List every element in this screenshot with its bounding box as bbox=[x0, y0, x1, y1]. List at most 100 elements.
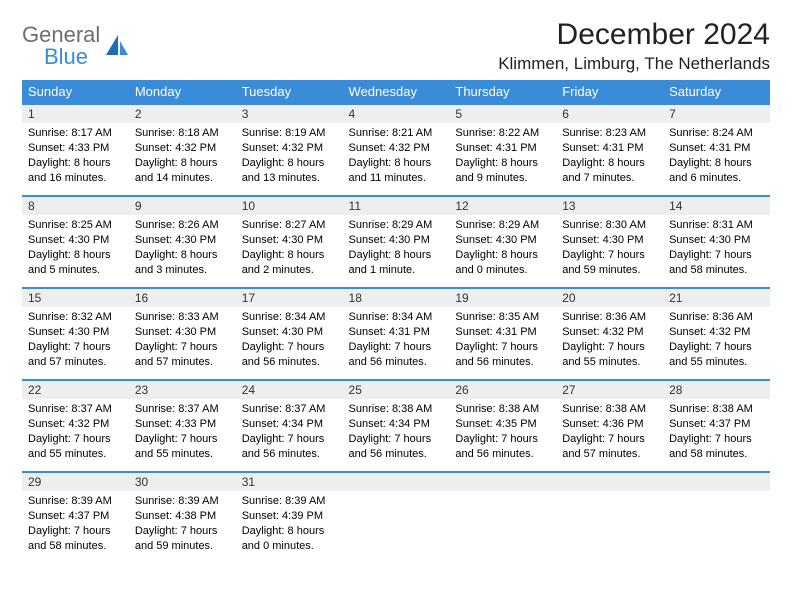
daylight-text: Daylight: 8 hours and 11 minutes. bbox=[349, 156, 444, 186]
day-body bbox=[343, 491, 450, 500]
sunrise-text: Sunrise: 8:31 AM bbox=[669, 218, 764, 233]
calendar-day-cell bbox=[556, 472, 663, 564]
calendar-day-cell: 28Sunrise: 8:38 AMSunset: 4:37 PMDayligh… bbox=[663, 380, 770, 472]
calendar-day-cell: 29 Sunrise: 8:39 AMSunset: 4:37 PMDayligh… bbox=[22, 472, 129, 564]
day-body: Sunrise: 8:38 AMSunset: 4:35 PMDaylight:… bbox=[449, 399, 556, 467]
day-number: 29 bbox=[22, 473, 129, 491]
sunset-text: Sunset: 4:37 PM bbox=[28, 509, 123, 524]
day-body: Sunrise: 8:35 AMSunset: 4:31 PMDaylight:… bbox=[449, 307, 556, 375]
daylight-text: Daylight: 7 hours and 56 minutes. bbox=[242, 340, 337, 370]
sail-icon bbox=[104, 33, 130, 59]
day-body: Sunrise: 8:33 AMSunset: 4:30 PMDaylight:… bbox=[129, 307, 236, 375]
calendar-day-cell: 18Sunrise: 8:34 AMSunset: 4:31 PMDayligh… bbox=[343, 288, 450, 380]
sunrise-text: Sunrise: 8:19 AM bbox=[242, 126, 337, 141]
sunset-text: Sunset: 4:30 PM bbox=[242, 325, 337, 340]
day-body: Sunrise: 8:30 AMSunset: 4:30 PMDaylight:… bbox=[556, 215, 663, 283]
sunrise-text: Sunrise: 8:36 AM bbox=[669, 310, 764, 325]
day-body: Sunrise: 8:39 AMSunset: 4:38 PMDaylight:… bbox=[129, 491, 236, 559]
day-body: Sunrise: 8:37 AMSunset: 4:33 PMDaylight:… bbox=[129, 399, 236, 467]
calendar-day-cell: 24Sunrise: 8:37 AMSunset: 4:34 PMDayligh… bbox=[236, 380, 343, 472]
day-body: Sunrise: 8:38 AMSunset: 4:36 PMDaylight:… bbox=[556, 399, 663, 467]
daylight-text: Daylight: 7 hours and 57 minutes. bbox=[135, 340, 230, 370]
day-body: Sunrise: 8:36 AMSunset: 4:32 PMDaylight:… bbox=[663, 307, 770, 375]
sunrise-text: Sunrise: 8:24 AM bbox=[669, 126, 764, 141]
sunrise-text: Sunrise: 8:27 AM bbox=[242, 218, 337, 233]
weekday-header: Saturday bbox=[663, 80, 770, 104]
calendar-week-row: 8Sunrise: 8:25 AMSunset: 4:30 PMDaylight… bbox=[22, 196, 770, 288]
sunrise-text: Sunrise: 8:39 AM bbox=[28, 494, 123, 509]
sunset-text: Sunset: 4:30 PM bbox=[28, 325, 123, 340]
sunset-text: Sunset: 4:34 PM bbox=[349, 417, 444, 432]
day-number: 21 bbox=[663, 289, 770, 307]
daylight-text: Daylight: 7 hours and 56 minutes. bbox=[349, 340, 444, 370]
calendar-day-cell: 16Sunrise: 8:33 AMSunset: 4:30 PMDayligh… bbox=[129, 288, 236, 380]
day-body: Sunrise: 8:39 AMSunset: 4:39 PMDaylight:… bbox=[236, 491, 343, 559]
brand-logo: General Blue bbox=[22, 18, 130, 68]
daylight-text: Daylight: 8 hours and 2 minutes. bbox=[242, 248, 337, 278]
calendar-day-cell: 12Sunrise: 8:29 AMSunset: 4:30 PMDayligh… bbox=[449, 196, 556, 288]
day-number: 9 bbox=[129, 197, 236, 215]
sunrise-text: Sunrise: 8:36 AM bbox=[562, 310, 657, 325]
day-body: Sunrise: 8:29 AMSunset: 4:30 PMDaylight:… bbox=[449, 215, 556, 283]
calendar-day-cell: 4Sunrise: 8:21 AMSunset: 4:32 PMDaylight… bbox=[343, 104, 450, 196]
daylight-text: Daylight: 7 hours and 58 minutes. bbox=[28, 524, 123, 554]
sunrise-text: Sunrise: 8:38 AM bbox=[455, 402, 550, 417]
daylight-text: Daylight: 8 hours and 0 minutes. bbox=[455, 248, 550, 278]
daylight-text: Daylight: 8 hours and 0 minutes. bbox=[242, 524, 337, 554]
sunset-text: Sunset: 4:32 PM bbox=[562, 325, 657, 340]
title-block: December 2024 Klimmen, Limburg, The Neth… bbox=[498, 18, 770, 74]
sunset-text: Sunset: 4:31 PM bbox=[562, 141, 657, 156]
sunset-text: Sunset: 4:30 PM bbox=[135, 233, 230, 248]
brand-line1: General bbox=[22, 24, 100, 46]
day-body bbox=[556, 491, 663, 500]
day-number: 18 bbox=[343, 289, 450, 307]
daylight-text: Daylight: 8 hours and 7 minutes. bbox=[562, 156, 657, 186]
day-number: 28 bbox=[663, 381, 770, 399]
sunset-text: Sunset: 4:30 PM bbox=[28, 233, 123, 248]
sunset-text: Sunset: 4:30 PM bbox=[455, 233, 550, 248]
sunrise-text: Sunrise: 8:35 AM bbox=[455, 310, 550, 325]
sunrise-text: Sunrise: 8:29 AM bbox=[455, 218, 550, 233]
day-number: 1 bbox=[22, 105, 129, 123]
location: Klimmen, Limburg, The Netherlands bbox=[498, 54, 770, 74]
calendar-day-cell: 5Sunrise: 8:22 AMSunset: 4:31 PMDaylight… bbox=[449, 104, 556, 196]
day-body bbox=[449, 491, 556, 500]
calendar-day-cell: 30Sunrise: 8:39 AMSunset: 4:38 PMDayligh… bbox=[129, 472, 236, 564]
day-number: 26 bbox=[449, 381, 556, 399]
brand-line2: Blue bbox=[22, 46, 100, 68]
daylight-text: Daylight: 7 hours and 56 minutes. bbox=[455, 340, 550, 370]
day-number: 16 bbox=[129, 289, 236, 307]
brand-text: General Blue bbox=[22, 24, 100, 68]
calendar-day-cell bbox=[663, 472, 770, 564]
daylight-text: Daylight: 8 hours and 14 minutes. bbox=[135, 156, 230, 186]
weekday-header-row: Sunday Monday Tuesday Wednesday Thursday… bbox=[22, 80, 770, 104]
day-number: 15 bbox=[22, 289, 129, 307]
weekday-header: Monday bbox=[129, 80, 236, 104]
day-body: Sunrise: 8:27 AMSunset: 4:30 PMDaylight:… bbox=[236, 215, 343, 283]
day-body: Sunrise: 8:21 AMSunset: 4:32 PMDaylight:… bbox=[343, 123, 450, 191]
sunrise-text: Sunrise: 8:39 AM bbox=[135, 494, 230, 509]
day-number: 23 bbox=[129, 381, 236, 399]
day-number: 11 bbox=[343, 197, 450, 215]
sunset-text: Sunset: 4:32 PM bbox=[135, 141, 230, 156]
sunrise-text: Sunrise: 8:34 AM bbox=[349, 310, 444, 325]
sunset-text: Sunset: 4:30 PM bbox=[135, 325, 230, 340]
sunrise-text: Sunrise: 8:17 AM bbox=[28, 126, 123, 141]
sunset-text: Sunset: 4:31 PM bbox=[349, 325, 444, 340]
calendar-week-row: 15Sunrise: 8:32 AMSunset: 4:30 PMDayligh… bbox=[22, 288, 770, 380]
sunset-text: Sunset: 4:35 PM bbox=[455, 417, 550, 432]
calendar-day-cell: 27Sunrise: 8:38 AMSunset: 4:36 PMDayligh… bbox=[556, 380, 663, 472]
day-body: Sunrise: 8:37 AMSunset: 4:32 PMDaylight:… bbox=[22, 399, 129, 467]
daylight-text: Daylight: 7 hours and 55 minutes. bbox=[562, 340, 657, 370]
day-body: Sunrise: 8:31 AMSunset: 4:30 PMDaylight:… bbox=[663, 215, 770, 283]
sunset-text: Sunset: 4:30 PM bbox=[242, 233, 337, 248]
calendar-body: 1Sunrise: 8:17 AMSunset: 4:33 PMDaylight… bbox=[22, 104, 770, 564]
sunset-text: Sunset: 4:32 PM bbox=[669, 325, 764, 340]
sunset-text: Sunset: 4:38 PM bbox=[135, 509, 230, 524]
day-body: Sunrise: 8:26 AMSunset: 4:30 PMDaylight:… bbox=[129, 215, 236, 283]
day-number: 4 bbox=[343, 105, 450, 123]
sunset-text: Sunset: 4:30 PM bbox=[349, 233, 444, 248]
day-body: Sunrise: 8:34 AMSunset: 4:31 PMDaylight:… bbox=[343, 307, 450, 375]
daylight-text: Daylight: 7 hours and 56 minutes. bbox=[455, 432, 550, 462]
weekday-header: Sunday bbox=[22, 80, 129, 104]
